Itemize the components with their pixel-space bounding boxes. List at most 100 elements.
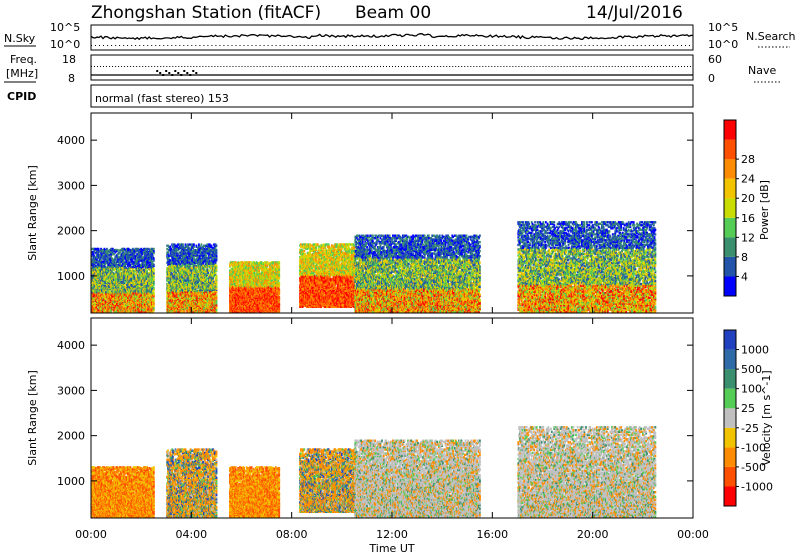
nsearch-dot: [677, 45, 678, 46]
nave-dot: [281, 66, 282, 67]
nsearch-dot: [352, 45, 353, 46]
nave-dot: [326, 66, 327, 67]
nsearch-dot: [609, 45, 610, 46]
noise-trace-line: [91, 34, 693, 40]
nave-dot: [359, 66, 360, 67]
nave-dot: [630, 66, 631, 67]
nave-dot: [263, 66, 264, 67]
nave-dot: [597, 66, 598, 67]
nsearch-dot: [264, 45, 265, 46]
nsearch-dot: [432, 45, 433, 46]
nsearch-dot: [372, 45, 373, 46]
nsearch-dot: [171, 45, 172, 46]
nave-dot: [317, 66, 318, 67]
nsearch-dot: [219, 45, 220, 46]
nave-dot: [494, 66, 495, 67]
nsearch-dot: [492, 45, 493, 46]
nave-dot: [308, 66, 309, 67]
nave-dot: [684, 66, 685, 67]
nave-dot: [642, 66, 643, 67]
scatter-cell: [98, 248, 100, 250]
freq-dip-dot: [183, 70, 185, 72]
nave-dot: [615, 66, 616, 67]
nave-dot: [452, 66, 453, 67]
nsearch-dot: [472, 45, 473, 46]
nave-dot: [669, 66, 670, 67]
nsearch-dot: [625, 45, 626, 46]
nsearch-dot: [484, 45, 485, 46]
freq-dip-dot: [189, 74, 191, 76]
nsearch-dot: [565, 45, 566, 46]
nsearch-dot: [288, 45, 289, 46]
nave-dot: [242, 66, 243, 67]
scatter-cell: [109, 249, 111, 251]
nsearch-dot: [685, 45, 686, 46]
nave-dot: [254, 66, 255, 67]
nave-dot: [512, 66, 513, 67]
nsearch-dot: [597, 45, 598, 46]
nsearch-dot: [520, 45, 521, 46]
nsearch-dot: [452, 45, 453, 46]
nsearch-dot: [529, 45, 530, 46]
nave-dot: [157, 66, 158, 67]
nave-dot: [564, 66, 565, 67]
nsearch-dot: [119, 45, 120, 46]
scatter-cell: [95, 272, 97, 274]
nave-dot: [624, 66, 625, 67]
nave-dot: [299, 66, 300, 67]
nsearch-dot: [115, 45, 116, 46]
nsearch-dot: [476, 45, 477, 46]
nsearch-dot: [388, 45, 389, 46]
scatter-cell: [112, 253, 114, 255]
nave-dot: [672, 66, 673, 67]
nave-dot: [233, 66, 234, 67]
nave-dot: [627, 66, 628, 67]
nave-dot: [284, 66, 285, 67]
nave-dot: [534, 66, 535, 67]
scatter-cell: [119, 251, 121, 253]
nsearch-dot: [320, 45, 321, 46]
scatter-cell: [118, 256, 120, 258]
nave-dot: [579, 66, 580, 67]
nave-dot: [434, 66, 435, 67]
scatter-cell: [110, 253, 112, 255]
freq-trace: [91, 66, 693, 76]
nave-dot: [193, 66, 194, 67]
nsearch-dot: [296, 45, 297, 46]
nave-dot: [540, 66, 541, 67]
nsearch-dot: [107, 45, 108, 46]
nsearch-dot: [232, 45, 233, 46]
nsearch-dot: [99, 45, 100, 46]
nsearch-dot: [207, 45, 208, 46]
nave-dot: [606, 66, 607, 67]
nave-dot: [515, 66, 516, 67]
nave-dot: [275, 66, 276, 67]
nave-dot: [660, 66, 661, 67]
nave-dot: [690, 66, 691, 67]
nave-dot: [269, 66, 270, 67]
nsearch-dot: [175, 45, 176, 46]
nave-dot: [503, 66, 504, 67]
nave-dot: [163, 66, 164, 67]
nsearch-dot: [316, 45, 317, 46]
nsearch-dot: [376, 45, 377, 46]
nave-dot: [133, 66, 134, 67]
nsearch-dot: [440, 45, 441, 46]
nsearch-dot: [191, 45, 192, 46]
nsearch-dot: [665, 45, 666, 46]
nsearch-dot: [183, 45, 184, 46]
nsearch-dot: [496, 45, 497, 46]
nave-dot: [383, 66, 384, 67]
nave-dot: [618, 66, 619, 67]
scatter-cell: [116, 266, 118, 268]
nave-dot: [223, 66, 224, 67]
nave-dot: [187, 66, 188, 67]
noise-tick-low: 10^0: [50, 38, 80, 51]
nsearch-dot: [123, 45, 124, 46]
nave-dot: [112, 66, 113, 67]
nsearch-dot: [613, 45, 614, 46]
power-scatter: [91, 221, 656, 312]
nsearch-dot: [103, 45, 104, 46]
nave-dot: [425, 66, 426, 67]
nave-dot: [588, 66, 589, 67]
